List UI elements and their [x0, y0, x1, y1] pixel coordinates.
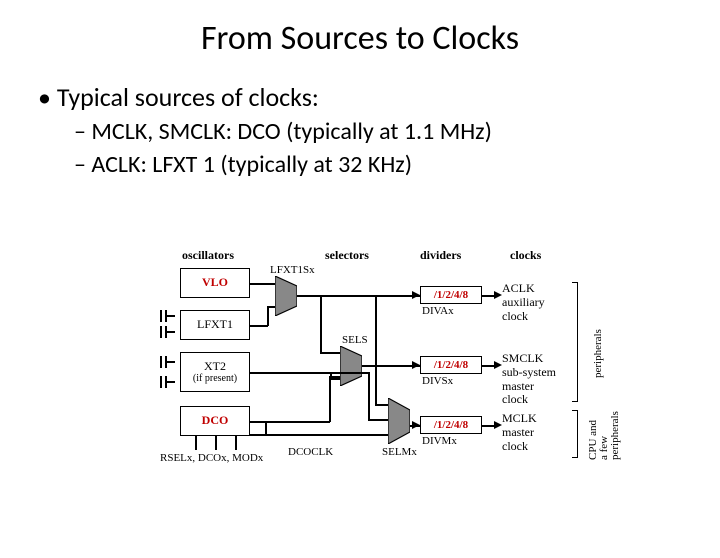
osc-xt2-label: XT2	[204, 360, 226, 373]
bracket-cpu	[572, 410, 578, 458]
mux-selmx	[388, 398, 410, 444]
cap-icon	[156, 376, 172, 388]
bullet-main: Typical sources of clocks:	[38, 81, 720, 113]
bracket-peripherals	[572, 282, 578, 402]
label-divsx: DIVSx	[422, 375, 453, 387]
label-divmx: DIVMx	[422, 435, 457, 447]
osc-xt2: XT2 (if present)	[180, 352, 250, 392]
cap-icon	[156, 310, 172, 322]
clk-smclk-name: SMCLK	[502, 351, 543, 365]
clk-aclk: ACLK auxiliary clock	[502, 282, 545, 323]
col-oscillators: oscillators	[182, 248, 234, 263]
mux-sels	[340, 346, 362, 386]
label-lfxt1sx: LFXT1Sx	[270, 264, 315, 276]
side-peripherals: peripherals	[592, 329, 604, 378]
cap-icon	[156, 326, 172, 338]
clock-diagram: oscillators selectors dividers clocks VL…	[120, 248, 640, 528]
col-dividers: dividers	[420, 248, 461, 263]
label-divax: DIVAx	[422, 305, 454, 317]
osc-dco: DCO	[180, 406, 250, 436]
cap-icon	[156, 356, 172, 368]
div-mclk: /1/2/4/8	[420, 416, 482, 434]
osc-vlo: VLO	[180, 268, 250, 298]
osc-xt2-note: (if present)	[193, 373, 237, 384]
col-selectors: selectors	[325, 248, 369, 263]
label-rsel-dco-mod: RSELx, DCOx, MODx	[160, 452, 263, 464]
label-selmx: SELMx	[382, 446, 417, 458]
osc-lfxt1: LFXT1	[180, 310, 250, 340]
bullet-sub-2: ACLK: LFXT 1 (typically at 32 KHz)	[74, 150, 720, 179]
label-sels: SELS	[342, 334, 368, 346]
clk-mclk-desc: master clock	[502, 425, 534, 453]
clk-aclk-name: ACLK	[502, 281, 535, 295]
div-smclk: /1/2/4/8	[420, 356, 482, 374]
clk-smclk-desc: sub-system master clock	[502, 365, 556, 407]
slide-title: From Sources to Clocks	[0, 18, 720, 59]
clk-smclk: SMCLK sub-system master clock	[502, 352, 556, 407]
clk-mclk: MCLK master clock	[502, 412, 537, 453]
side-cpu: CPU and a few peripherals	[588, 411, 621, 460]
bullet-sub-1: MCLK, SMCLK: DCO (typically at 1.1 MHz)	[74, 117, 720, 146]
mux-lfxt1sx	[275, 276, 297, 316]
col-clocks: clocks	[510, 248, 541, 263]
clk-aclk-desc: auxiliary clock	[502, 295, 545, 323]
clk-mclk-name: MCLK	[502, 411, 537, 425]
label-dcoclk: DCOCLK	[288, 446, 333, 458]
div-aclk: /1/2/4/8	[420, 286, 482, 304]
